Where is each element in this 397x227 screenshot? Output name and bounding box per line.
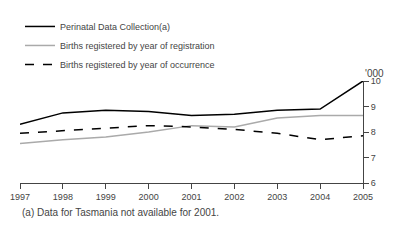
- svg-text:'000: '000: [365, 68, 384, 79]
- svg-text:Births registered by year of o: Births registered by year of occurrence: [60, 60, 215, 70]
- svg-text:10: 10: [371, 76, 381, 86]
- svg-text:8: 8: [371, 127, 376, 137]
- svg-text:2000: 2000: [139, 192, 159, 202]
- svg-text:Perinatal Data Collection(a): Perinatal Data Collection(a): [60, 22, 170, 32]
- svg-text:1997: 1997: [10, 192, 30, 202]
- svg-text:2003: 2003: [267, 192, 287, 202]
- svg-text:2004: 2004: [310, 192, 330, 202]
- svg-text:1998: 1998: [53, 192, 73, 202]
- svg-text:1999: 1999: [96, 192, 116, 202]
- svg-text:(a) Data for Tasmania not avai: (a) Data for Tasmania not available for …: [22, 207, 219, 218]
- svg-text:6: 6: [371, 178, 376, 188]
- svg-text:Births registered by year of r: Births registered by year of registratio…: [60, 41, 215, 51]
- svg-text:7: 7: [371, 153, 376, 163]
- svg-text:2002: 2002: [224, 192, 244, 202]
- svg-text:2001: 2001: [181, 192, 201, 202]
- svg-text:9: 9: [371, 102, 376, 112]
- svg-text:2005: 2005: [353, 192, 373, 202]
